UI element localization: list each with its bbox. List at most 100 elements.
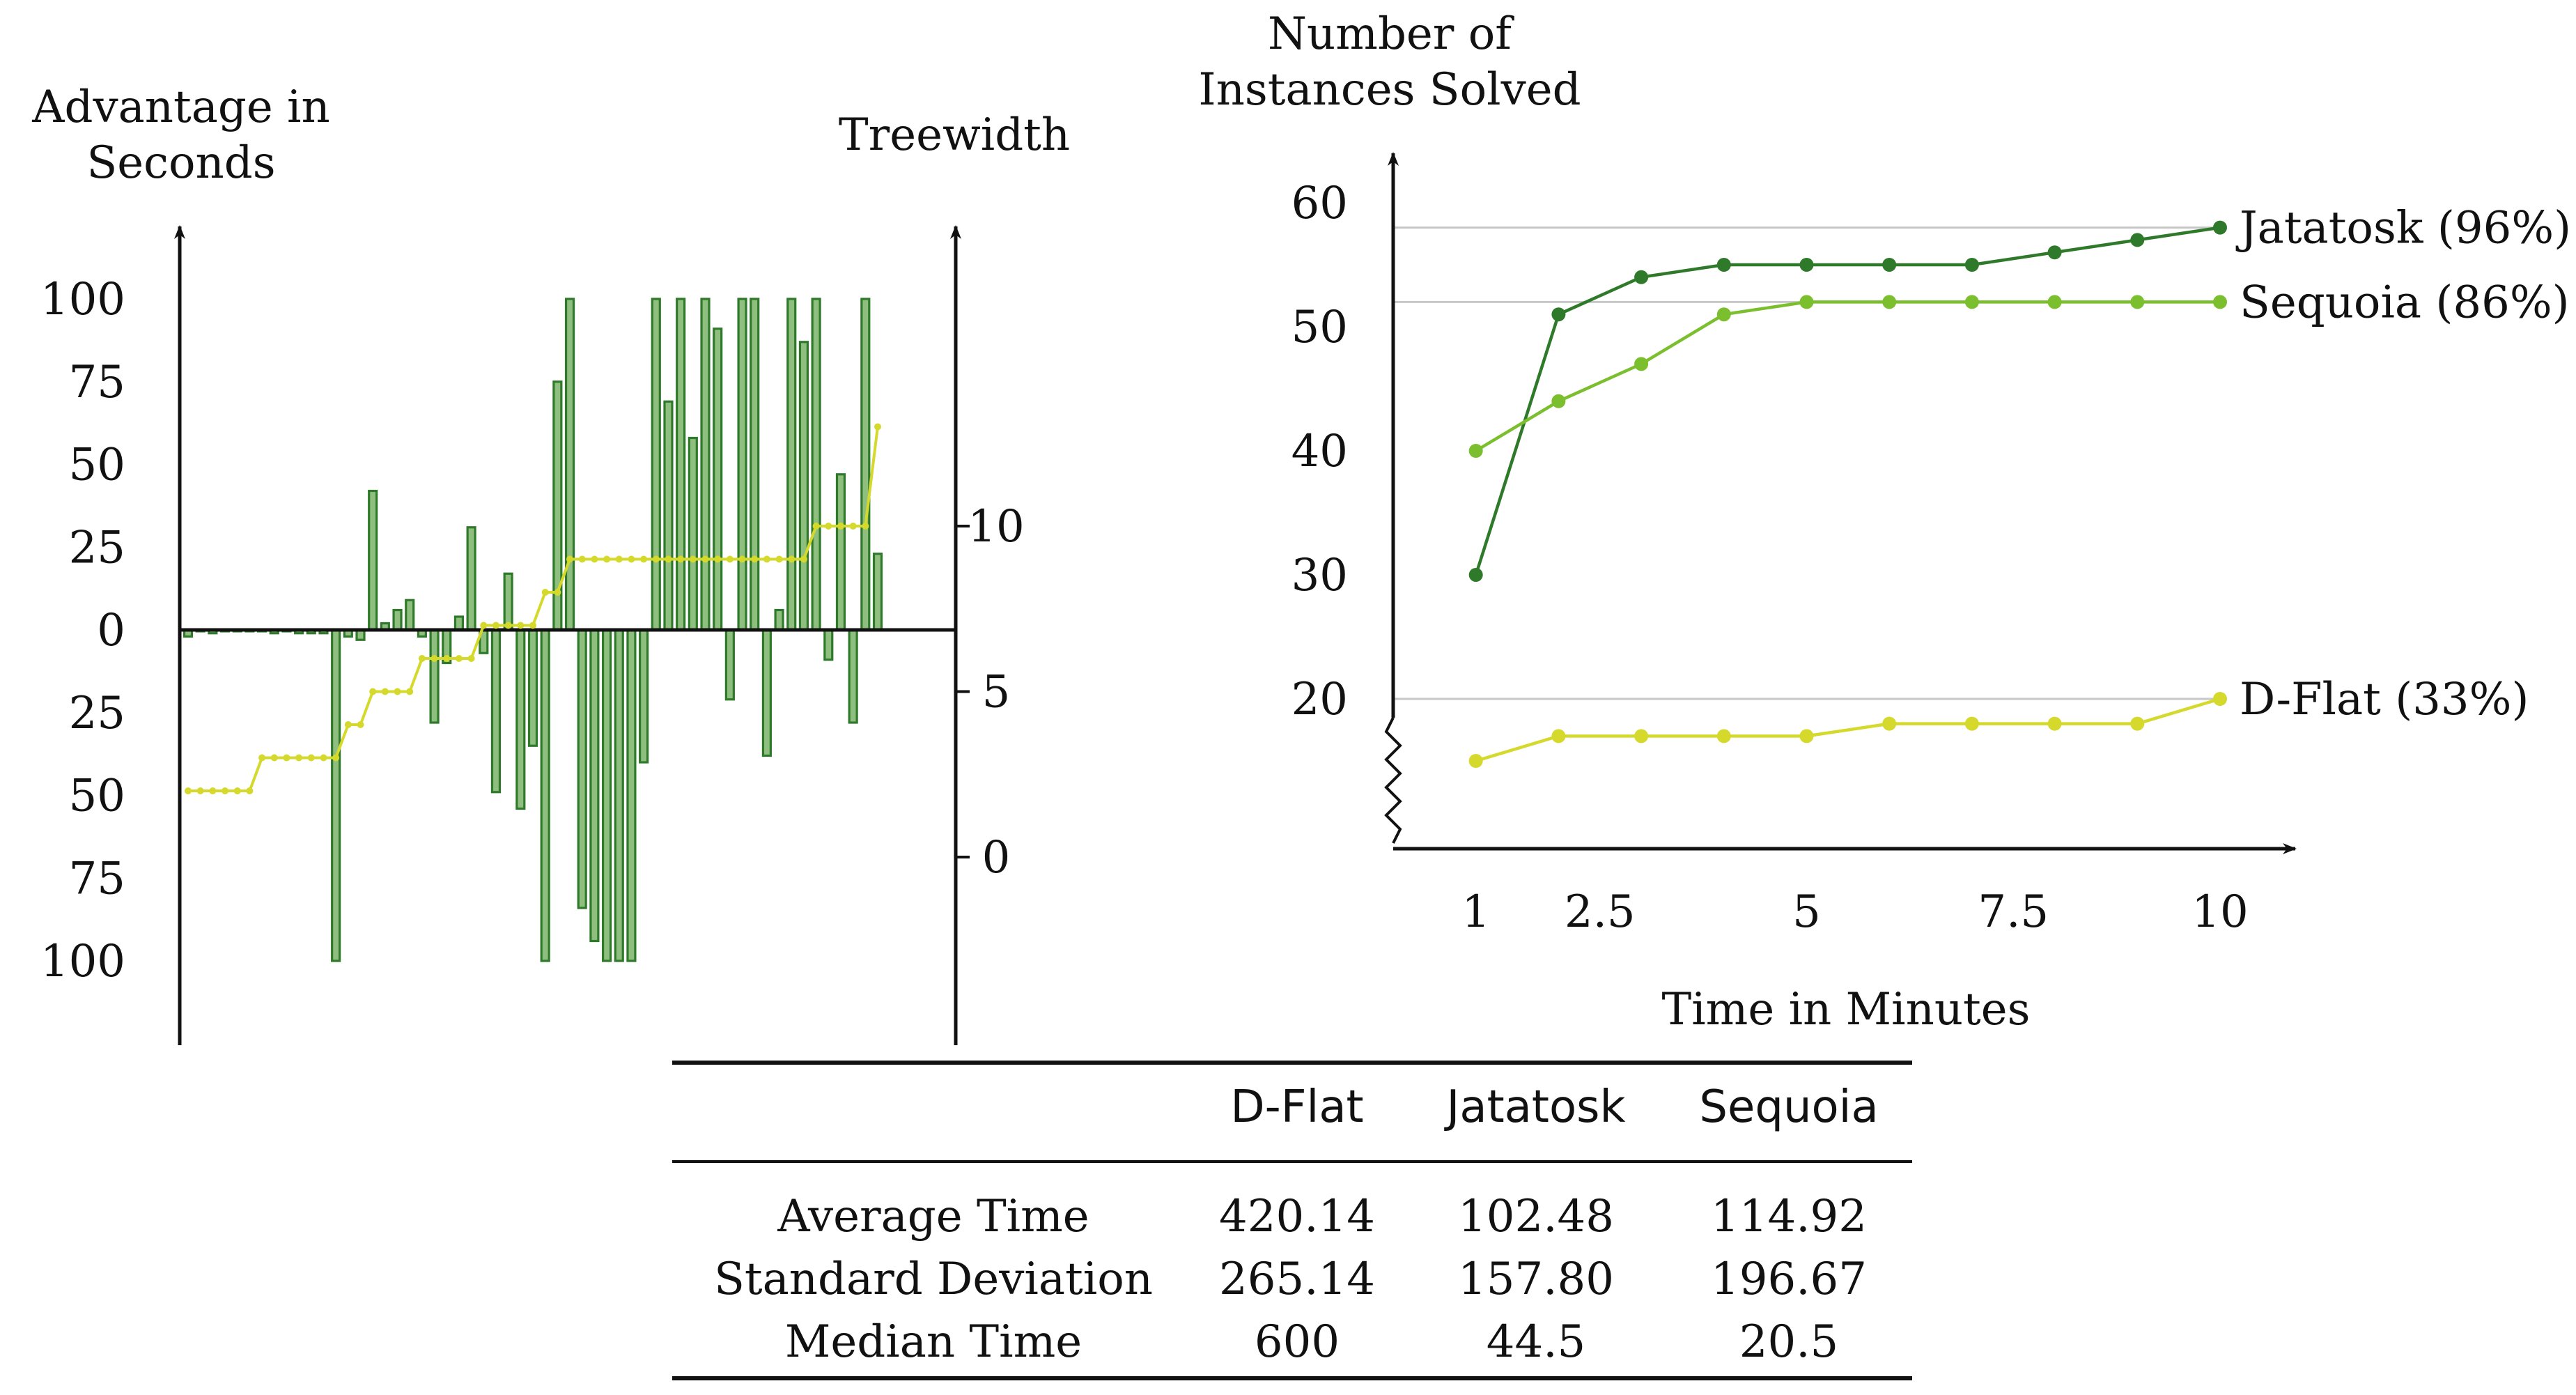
series-point-d-flat [1634, 729, 1649, 743]
advantage-bar [601, 629, 612, 962]
treewidth-point [185, 787, 192, 794]
advantage-bars [183, 298, 883, 962]
treewidth-point [837, 523, 844, 530]
treewidth-point [862, 523, 869, 530]
treewidth-point [196, 787, 204, 794]
rc-y-tick-label: 50 [1291, 302, 1348, 353]
treewidth-point [455, 655, 463, 662]
series-label-jatatosk: Jatatosk (96%) [2235, 203, 2571, 254]
table-col-header: Jatatosk [1443, 1081, 1625, 1133]
advantage-bar [737, 298, 747, 631]
treewidth-point [504, 622, 512, 629]
treewidth-point [812, 523, 820, 530]
series-line-d-flat [1475, 697, 2221, 763]
rc-series: Jatatosk (96%) Sequoia (86%) D-Flat (33%) [1468, 203, 2571, 768]
advantage-bar [676, 298, 686, 631]
treewidth-point [283, 754, 290, 762]
rc-x-tick-labels: 1 2.5 5 7.5 10 [1461, 886, 2248, 938]
series-line-jatatosk [1474, 226, 2221, 576]
series-point-d-flat [1964, 716, 1979, 731]
treewidth-point [751, 555, 759, 563]
series-point-d-flat [2047, 716, 2062, 731]
treewidth-point [800, 555, 807, 563]
series-point-d-flat [1551, 729, 1566, 743]
left-y-tick-label: 100 [40, 936, 125, 987]
advantage-bar [724, 629, 735, 701]
treewidth-series [185, 423, 881, 794]
advantage-bar [527, 629, 538, 747]
treewidth-point [726, 555, 734, 563]
left-y-tick-label: 50 [69, 440, 125, 491]
advantage-bar [490, 629, 502, 794]
series-line-sequoia [1475, 300, 2220, 452]
treewidth-point [615, 555, 623, 563]
advantage-bar [700, 298, 711, 631]
treewidth-point [258, 754, 266, 762]
advantage-bar [750, 298, 760, 631]
treewidth-point [443, 655, 451, 662]
advantage-bar [872, 553, 883, 631]
advantage-bar [331, 629, 341, 962]
treewidth-point [788, 555, 796, 563]
series-point-sequoia [1799, 295, 1814, 309]
rc-x-tick-label: 5 [1792, 886, 1821, 938]
table-cell: 102.48 [1458, 1191, 1614, 1242]
rc-y-tick-label: 40 [1291, 426, 1348, 477]
advantage-bar [626, 629, 637, 962]
series-point-sequoia [2130, 295, 2145, 309]
advantage-bar [713, 327, 723, 631]
table-cell: 157.80 [1458, 1254, 1614, 1305]
advantage-bar [860, 298, 871, 631]
advantage-bar [835, 473, 846, 631]
rc-y-tick-label: 30 [1291, 550, 1348, 601]
treewidth-point [677, 555, 685, 563]
treewidth-point [492, 622, 499, 629]
treewidth-point [209, 787, 217, 794]
left-y-tick-labels: 100 75 50 25 0 25 50 75 100 [40, 274, 125, 987]
left-axis-title-line2: Seconds [86, 137, 275, 189]
left-axis-title-line1: Advantage in [31, 82, 329, 133]
treewidth-point [554, 589, 561, 596]
treewidth-point [591, 555, 598, 563]
series-point-jatatosk [1551, 307, 1566, 322]
x-axis-title: Time in Minutes [1662, 984, 2031, 1035]
advantage-bar [688, 436, 698, 631]
treewidth-point [665, 555, 672, 563]
treewidth-point [849, 523, 857, 530]
rc-x-tick-label: 7.5 [1978, 886, 2049, 938]
treewidth-point [307, 754, 315, 762]
treewidth-point [406, 688, 414, 695]
table-row-label: Average Time [777, 1191, 1089, 1242]
advantage-bar [453, 615, 465, 631]
series-point-d-flat [2213, 692, 2227, 706]
series-point-sequoia [1634, 357, 1649, 371]
advantage-bar [405, 599, 415, 631]
table-row-label: Standard Deviation [714, 1254, 1153, 1305]
series-point-sequoia [1882, 295, 1897, 309]
treewidth-point [430, 655, 438, 662]
treewidth-point [529, 622, 536, 629]
left-y-tick-label: 50 [69, 771, 125, 822]
series-point-sequoia [1468, 444, 1483, 458]
rc-x-tick-label: 1 [1461, 886, 1490, 938]
advantage-bar [429, 629, 440, 724]
series-point-jatatosk [1634, 270, 1649, 284]
rc-x-tick-label: 10 [2191, 886, 2248, 938]
advantage-bar [368, 489, 378, 631]
series-point-jatatosk [1468, 568, 1483, 582]
series-point-jatatosk [1882, 258, 1897, 272]
series-point-jatatosk [2047, 245, 2062, 260]
right-y-tick-labels: 0 5 10 [956, 501, 1025, 884]
advantage-bar [392, 608, 403, 631]
treewidth-point [566, 555, 574, 563]
table-cell: 196.67 [1711, 1254, 1867, 1305]
table-body: Average Time 420.14 102.48 114.92 Standard D… [714, 1191, 1867, 1368]
right-y-tick-label: 10 [968, 501, 1024, 553]
rc-y-tick-label: 60 [1291, 178, 1348, 229]
advantage-bar [577, 629, 587, 909]
treewidth-point [628, 555, 635, 563]
treewidth-point [394, 688, 401, 695]
right-chart-title-line1: Number of [1268, 8, 1514, 60]
table-col-header: Sequoia [1699, 1081, 1878, 1133]
